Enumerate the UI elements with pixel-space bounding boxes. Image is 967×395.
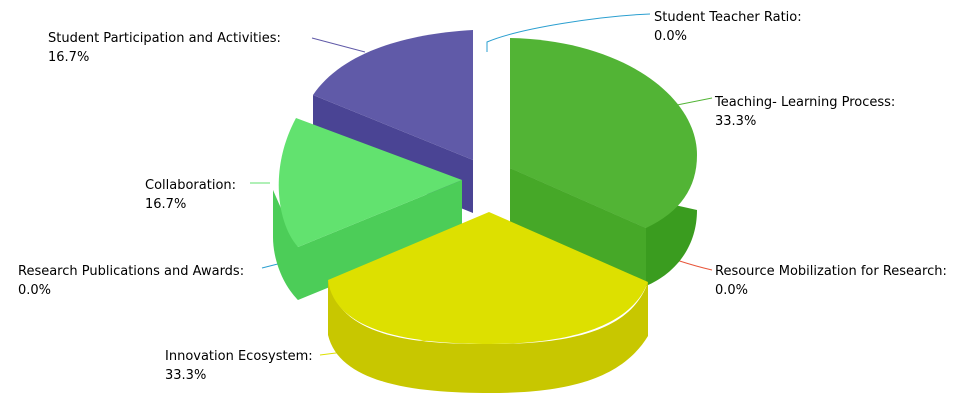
slice-label-value: 0.0% [654,29,687,44]
pie-slice-innovation-ecosystem[interactable] [328,212,648,393]
slice-label-name: Research Publications and Awards: [18,264,244,279]
slice-label-name: Student Teacher Ratio: [654,10,802,25]
slice-label-value: 0.0% [715,283,748,298]
slice-label-name: Teaching- Learning Process: [714,95,895,110]
connector-line [486,13,651,52]
slice-side [273,180,462,300]
slice-label-value: 0.0% [18,283,51,298]
slice-top [278,118,462,247]
slice-side [273,190,298,300]
pie-slice-collaboration[interactable] [273,118,462,300]
slice-labels: Student Teacher Ratio: 0.0% Teaching- Lear… [18,10,947,383]
connector-line [671,97,713,107]
connector-line [311,37,366,53]
slice-label-value: 33.3% [165,368,206,383]
slice-label-value: 33.3% [715,114,756,129]
slice-label-name: Student Participation and Activities: [48,31,281,46]
slice-top [313,30,473,160]
pie-slice-teaching-learning[interactable] [510,38,697,286]
slice-side [510,168,646,286]
slice-label-name: Innovation Ecosystem: [165,349,313,364]
slice-side [328,280,648,393]
slice-side [510,168,697,286]
slice-label-name: Collaboration: [145,178,236,193]
slice-label-value: 16.7% [145,197,186,212]
slice-top [328,212,648,344]
slice-label-value: 16.7% [48,50,89,65]
slice-top [510,38,697,228]
slice-label-name: Resource Mobilization for Research: [715,264,947,279]
